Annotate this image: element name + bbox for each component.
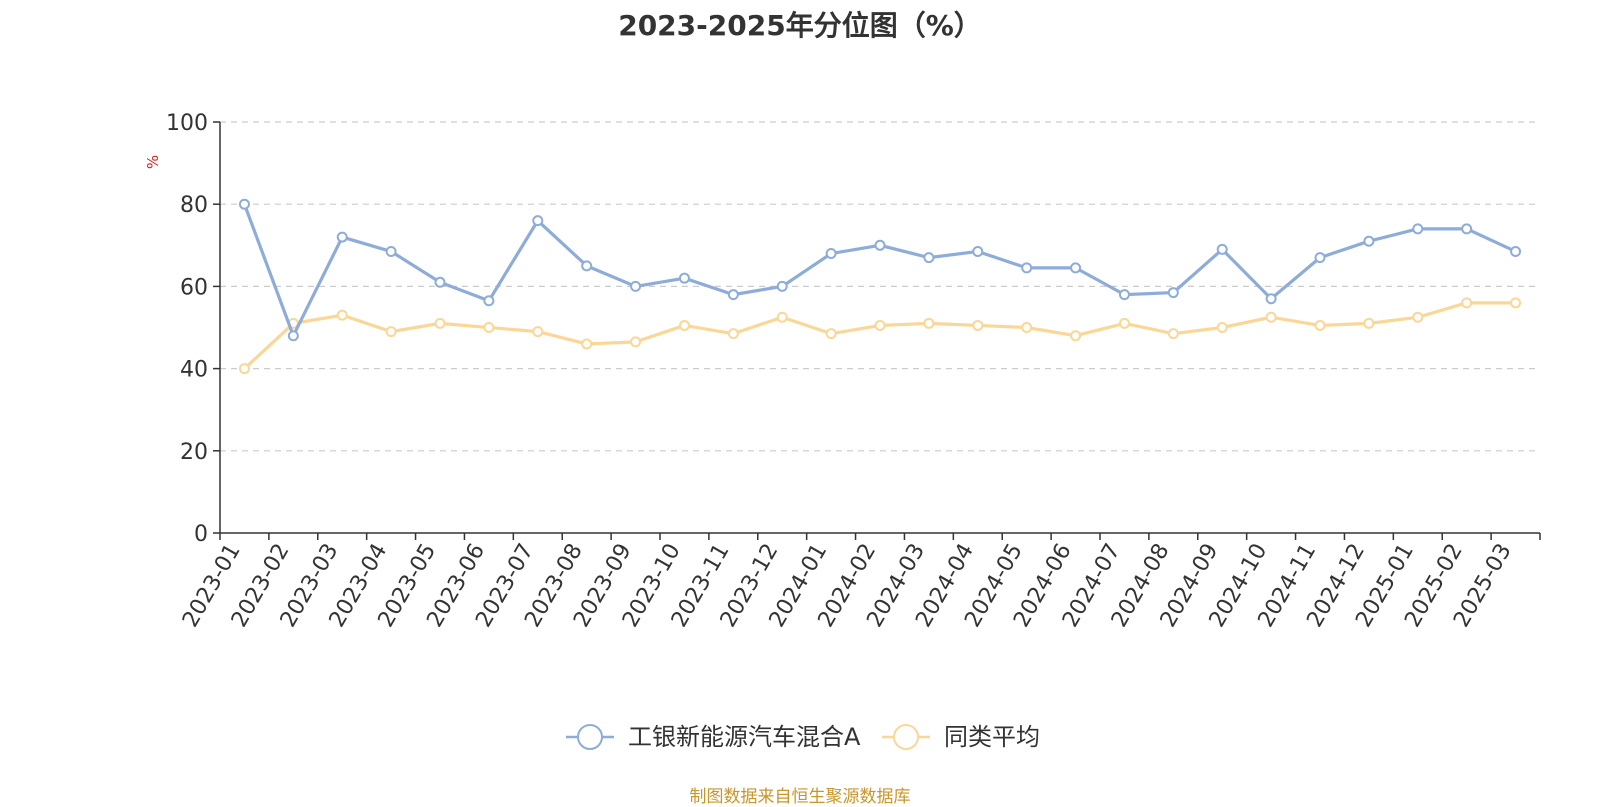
data-point [238, 363, 250, 375]
data-point [581, 338, 593, 350]
data-point [1265, 311, 1277, 323]
legend-item[interactable]: 同类平均 [882, 723, 1040, 751]
series-line [243, 301, 1516, 370]
data-point [1070, 330, 1082, 342]
data-point [972, 319, 984, 331]
data-point [1314, 319, 1326, 331]
data-point [776, 311, 788, 323]
grid-lines [220, 121, 1540, 452]
data-point [385, 245, 397, 257]
data-point [532, 215, 544, 227]
data-point [581, 260, 593, 272]
data-point [287, 330, 299, 342]
data-point [923, 317, 935, 329]
data-point [678, 319, 690, 331]
y-tick-label: 40 [180, 358, 208, 383]
data-point [1363, 317, 1375, 329]
legend-marker-circle [577, 724, 603, 750]
data-point [776, 280, 788, 292]
data-point [1118, 317, 1130, 329]
chart-title: 2023-2025年分位图（%） [618, 9, 982, 42]
data-point [336, 309, 348, 321]
data-point [630, 280, 642, 292]
y-tick-label: 20 [180, 440, 208, 465]
series [238, 198, 1522, 375]
series-line [242, 203, 1517, 338]
data-point [336, 231, 348, 243]
legend-label: 同类平均 [944, 723, 1040, 751]
data-point [1363, 235, 1375, 247]
data-point [1461, 297, 1473, 309]
data-point [1021, 322, 1033, 333]
y-axis-label: % [144, 155, 162, 169]
data-point [434, 317, 446, 329]
data-point [434, 276, 446, 288]
data-point [1216, 243, 1228, 255]
data-point [1314, 252, 1326, 264]
data-point [1461, 223, 1473, 235]
data-point [874, 319, 886, 331]
data-point [1412, 311, 1424, 323]
data-point [483, 322, 495, 333]
data-point [1510, 245, 1522, 257]
data-point [678, 272, 690, 284]
source-note: 制图数据来自恒生聚源数据库 [689, 787, 911, 807]
legend: 工银新能源汽车混合A 同类平均 [566, 723, 1040, 751]
data-point [727, 289, 739, 301]
data-point [1070, 262, 1082, 274]
data-point [1265, 293, 1277, 305]
data-point [923, 252, 935, 264]
data-point [1118, 289, 1130, 301]
data-point [532, 326, 544, 338]
data-point [1216, 322, 1228, 333]
data-point [1167, 328, 1179, 340]
y-tick-label: 80 [180, 193, 208, 218]
data-point [825, 248, 837, 260]
y-tick-label: 100 [166, 111, 208, 136]
data-point [727, 328, 739, 340]
data-point [1021, 262, 1033, 274]
legend-label: 工银新能源汽车混合A [628, 723, 861, 751]
data-point [972, 245, 984, 257]
data-point [1412, 223, 1424, 235]
legend-marker-circle [893, 724, 919, 750]
data-point [385, 326, 397, 338]
data-point [483, 295, 495, 307]
data-point [874, 239, 886, 251]
y-tick-label: 0 [194, 522, 208, 547]
data-point [825, 328, 837, 340]
data-point [1510, 297, 1522, 309]
y-tick-label: 60 [180, 275, 208, 300]
data-point [238, 198, 250, 210]
data-point [1167, 287, 1179, 299]
data-point [630, 336, 642, 348]
axes: 0204060801002023-012023-022023-032023-04… [166, 111, 1541, 632]
legend-item[interactable]: 工银新能源汽车混合A [566, 723, 861, 751]
